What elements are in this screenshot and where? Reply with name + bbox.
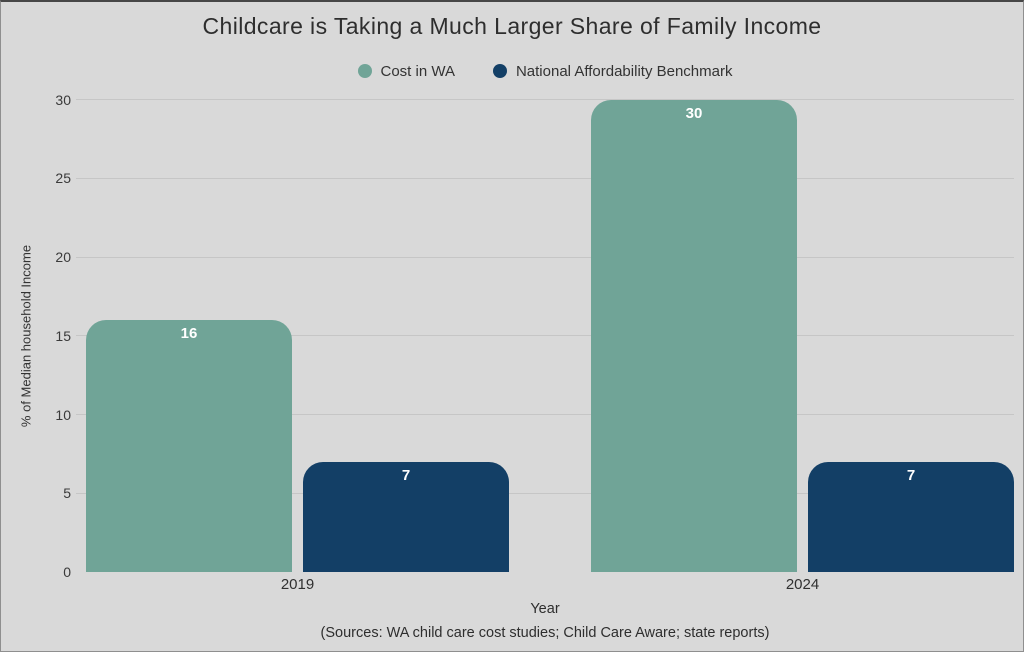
legend-item-national-benchmark: National Affordability Benchmark (492, 62, 733, 80)
bar-value-label: 7 (401, 466, 411, 484)
x-tick-label-2024: 2024 (785, 576, 820, 593)
bar-value-label: 16 (180, 325, 198, 342)
bar-2024-national-affordability-benchmark: 7 (808, 461, 1014, 572)
gridline-20 (76, 256, 1014, 258)
chart-title: Childcare is Taking a Much Larger Share … (202, 13, 822, 39)
legend-marker-circle-icon (492, 64, 507, 78)
gridline-30 (76, 99, 1014, 100)
gridline-25 (76, 177, 1014, 179)
y-tick-label-0: 0 (63, 564, 71, 580)
gridline-5 (76, 492, 1014, 494)
y-tick-label-20: 20 (55, 249, 71, 265)
y-tick-label-5: 5 (63, 485, 71, 502)
legend-item-cost-in-wa: Cost in WA (357, 62, 455, 80)
legend-label-national-benchmark: National Affordability Benchmark (515, 62, 733, 80)
bar-value-label: 30 (685, 104, 703, 122)
bar-2019-cost-in-wa: 16 (86, 320, 292, 572)
y-tick-label-15: 15 (55, 327, 71, 344)
legend: Cost in WA National Affordability Benchm… (76, 60, 1014, 82)
bar-2024-cost-in-wa: 30 (591, 99, 797, 572)
gridline-10 (76, 414, 1014, 415)
y-tick-label-25: 25 (55, 170, 71, 187)
x-tick-label-2019: 2019 (280, 576, 315, 593)
y-tick-label-30: 30 (55, 91, 71, 108)
source-note: (Sources: WA child care cost studies; Ch… (320, 625, 770, 641)
gridline-15 (76, 335, 1014, 337)
x-axis-title: Year (530, 601, 560, 617)
legend-label-cost-in-wa: Cost in WA (380, 62, 455, 80)
bar-2019-national-affordability-benchmark: 7 (303, 461, 509, 572)
y-tick-label-10: 10 (55, 406, 71, 423)
bar-value-label: 7 (906, 466, 916, 484)
legend-marker-circle-icon (357, 64, 372, 78)
